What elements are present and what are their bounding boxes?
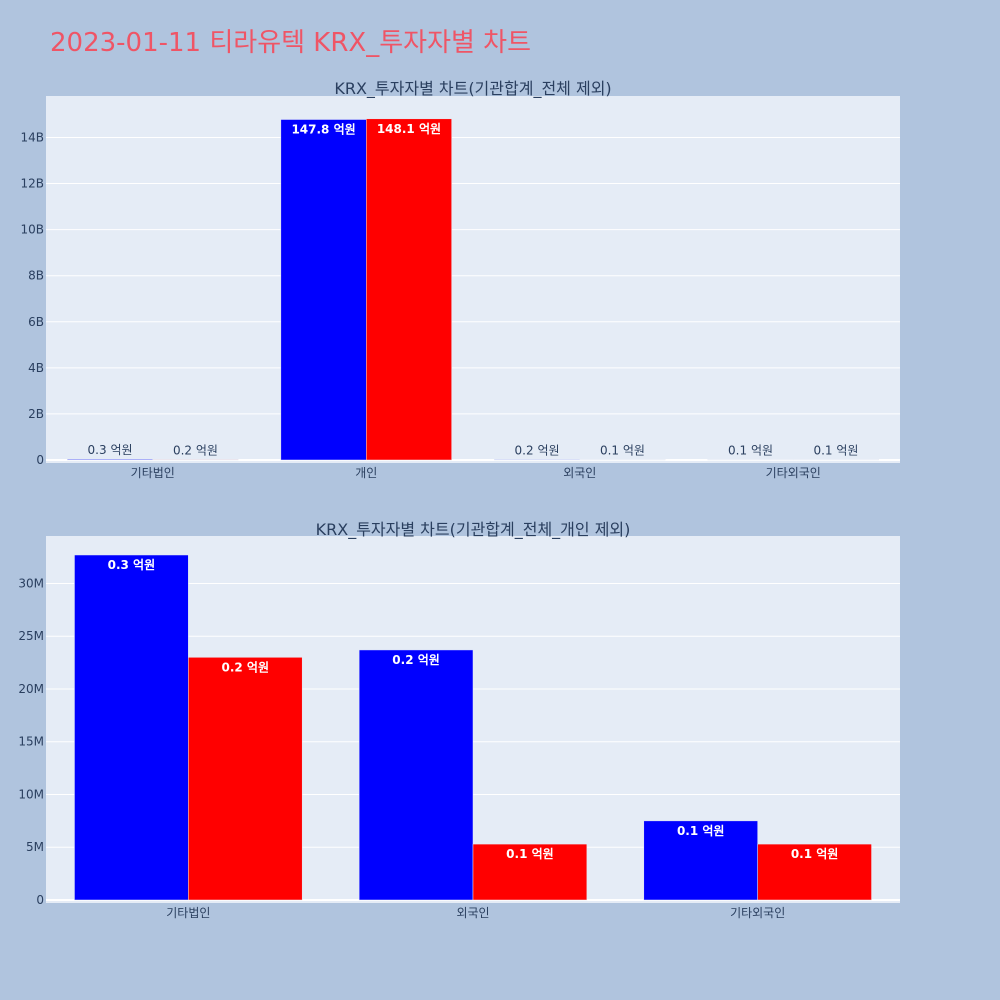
y-tick-label: 0 bbox=[36, 893, 44, 907]
y-tick-label: 6B bbox=[28, 315, 44, 329]
bar-data-label: 0.2 억원 bbox=[173, 443, 218, 457]
bar-data-label: 0.3 억원 bbox=[88, 443, 133, 457]
x-tick-label: 외국인 bbox=[456, 906, 489, 920]
y-tick-label: 14B bbox=[20, 130, 44, 144]
chart-top: KRX_투자자별 차트(기관합계_전체 제외) 0 2B 4B 6B 8B 10B 12B 14… bbox=[20, 79, 900, 480]
chart-title: KRX_투자자별 차트(기관합계_전체_개인 제외) bbox=[316, 520, 631, 540]
y-tick-label: 2B bbox=[28, 407, 44, 421]
y-tick-label: 30M bbox=[18, 576, 44, 590]
bar bbox=[366, 118, 452, 461]
bar bbox=[358, 649, 474, 901]
bar-data-label: 0.1 억원 bbox=[791, 847, 839, 861]
bar bbox=[188, 657, 303, 901]
y-tick-label: 8B bbox=[28, 269, 44, 283]
bar bbox=[152, 459, 239, 461]
y-tick-label: 20M bbox=[18, 682, 44, 696]
bar-data-label: 0.3 억원 bbox=[108, 558, 156, 572]
y-tick-label: 15M bbox=[18, 735, 44, 749]
y-tick-label: 12B bbox=[20, 177, 44, 191]
x-tick-label: 기타법인 bbox=[131, 466, 175, 480]
bar-data-label: 0.2 억원 bbox=[515, 443, 560, 457]
bar bbox=[793, 459, 879, 461]
y-tick-label: 10M bbox=[18, 787, 44, 801]
bar bbox=[280, 119, 367, 461]
bar-data-label: 0.1 억원 bbox=[506, 847, 554, 861]
bar bbox=[472, 843, 588, 901]
x-tick-label: 기타외국인 bbox=[730, 906, 785, 920]
y-tick-label: 0 bbox=[36, 453, 44, 467]
bar-data-label: 0.1 억원 bbox=[600, 444, 645, 458]
bar-data-label: 147.8 억원 bbox=[291, 122, 355, 136]
y-tick-label: 5M bbox=[26, 840, 44, 854]
bar-data-label: 0.1 억원 bbox=[813, 444, 858, 458]
bar-data-label: 0.1 억원 bbox=[728, 444, 773, 458]
x-tick-label: 기타법인 bbox=[166, 906, 210, 920]
bar-data-label: 148.1 억원 bbox=[377, 122, 441, 136]
x-tick-label: 기타외국인 bbox=[766, 466, 821, 480]
y-tick-label: 10B bbox=[20, 223, 44, 237]
bar-data-label: 0.1 억원 bbox=[677, 824, 725, 838]
x-tick-label: 외국인 bbox=[563, 466, 596, 480]
bar bbox=[494, 459, 581, 461]
y-tick-label: 4B bbox=[28, 361, 44, 375]
bar bbox=[707, 459, 794, 461]
bar bbox=[74, 554, 189, 901]
bar bbox=[757, 843, 872, 901]
bar bbox=[579, 459, 666, 461]
chart-title: KRX_투자자별 차트(기관합계_전체 제외) bbox=[334, 79, 611, 99]
bar-data-label: 0.2 억원 bbox=[392, 653, 440, 667]
chart-bottom: KRX_투자자별 차트(기관합계_전체_개인 제외) 0 5M 10M 15M 20M 25… bbox=[18, 520, 900, 920]
x-tick-label: 개인 bbox=[355, 466, 377, 480]
plot-area bbox=[46, 96, 900, 463]
page-title: 2023-01-11 티라유텍 KRX_투자자별 차트 bbox=[50, 28, 532, 58]
bar-data-label: 0.2 억원 bbox=[222, 660, 270, 674]
bar bbox=[67, 458, 153, 461]
y-tick-label: 25M bbox=[18, 629, 44, 643]
